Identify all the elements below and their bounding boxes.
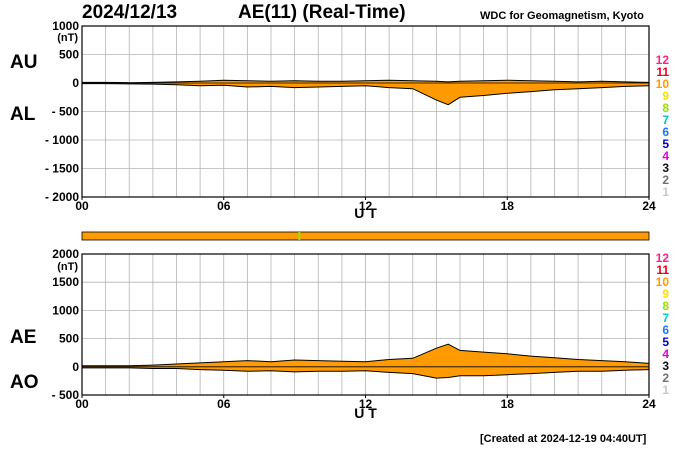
- station-number: 2: [662, 173, 669, 187]
- lower-line: [82, 83, 650, 106]
- y-tick-label: 0: [72, 360, 79, 374]
- x-tick-label: 00: [75, 397, 89, 411]
- station-number: 1: [662, 383, 669, 397]
- y-tick-label: 2000: [52, 247, 79, 261]
- y-tick-label: 1500: [52, 275, 79, 289]
- upper-line: [82, 343, 650, 367]
- activity-area: [82, 80, 649, 105]
- x-tick-label: 18: [501, 397, 515, 411]
- y-tick-label: 0: [72, 76, 79, 90]
- x-tick-label: 00: [75, 199, 89, 213]
- station-number: 4: [662, 149, 669, 163]
- lower-line: [82, 367, 650, 379]
- x-tick-label: 12: [359, 199, 373, 213]
- station-number: 11: [656, 263, 669, 277]
- x-tick-label: 24: [642, 397, 656, 411]
- date-label: 2024/12/13: [82, 2, 178, 23]
- y-tick-label: 500: [59, 332, 79, 346]
- station-number: 6: [662, 125, 669, 139]
- y-tick-label: - 2000: [45, 190, 79, 204]
- station-number: 8: [662, 101, 669, 115]
- station-number: 4: [662, 347, 669, 361]
- station-number: 5: [662, 335, 669, 349]
- panel-2: [81, 253, 650, 398]
- y-tick-label: - 500: [52, 105, 80, 119]
- ae-label: AE: [10, 327, 37, 348]
- y-tick-label: 500: [59, 48, 79, 62]
- station-number: 10: [656, 275, 670, 289]
- upper-line: [82, 79, 650, 84]
- al-label: AL: [10, 104, 36, 125]
- y-tick-label: 1000: [52, 303, 79, 317]
- y-tick-label: - 1000: [45, 133, 79, 147]
- x-tick-label: 12: [359, 397, 373, 411]
- station-number: 11: [656, 65, 669, 79]
- y-tick-label: - 500: [52, 388, 80, 402]
- station-number: 10: [656, 77, 670, 91]
- station-number: 7: [662, 311, 669, 325]
- status-bar: [81, 231, 650, 241]
- station-number: 6: [662, 323, 669, 337]
- created-label: [Created at 2024-12-19 04:40UT]: [480, 433, 647, 445]
- activity-area: [82, 344, 649, 379]
- x-tick-label: 18: [501, 199, 515, 213]
- station-number: 9: [662, 287, 669, 301]
- station-number: 9: [662, 89, 669, 103]
- station-number: 3: [662, 161, 669, 175]
- x-axis-label: U T: [354, 205, 377, 221]
- x-tick-label: 06: [217, 199, 231, 213]
- station-number: 5: [662, 137, 669, 151]
- chart-title: AE(11) (Real-Time): [238, 2, 406, 23]
- x-axis-label: U T: [354, 405, 377, 421]
- x-tick-label: 06: [217, 397, 231, 411]
- panel-1: [81, 25, 650, 200]
- station-number: 1: [662, 185, 669, 199]
- status-bar-mark: [298, 232, 301, 240]
- y-unit-label: (nT): [57, 32, 78, 44]
- station-number: 8: [662, 299, 669, 313]
- y-tick-label: - 1500: [45, 162, 79, 176]
- station-number: 7: [662, 113, 669, 127]
- station-number: 12: [656, 53, 670, 67]
- x-tick-label: 24: [642, 199, 656, 213]
- au-label: AU: [10, 52, 38, 73]
- ao-label: AO: [10, 372, 39, 393]
- y-tick-label: 1000: [52, 19, 79, 33]
- credit-label: WDC for Geomagnetism, Kyoto: [480, 10, 644, 22]
- station-number: 2: [662, 371, 669, 385]
- y-unit-label: (nT): [57, 261, 78, 273]
- station-number: 12: [656, 251, 670, 265]
- station-number: 3: [662, 359, 669, 373]
